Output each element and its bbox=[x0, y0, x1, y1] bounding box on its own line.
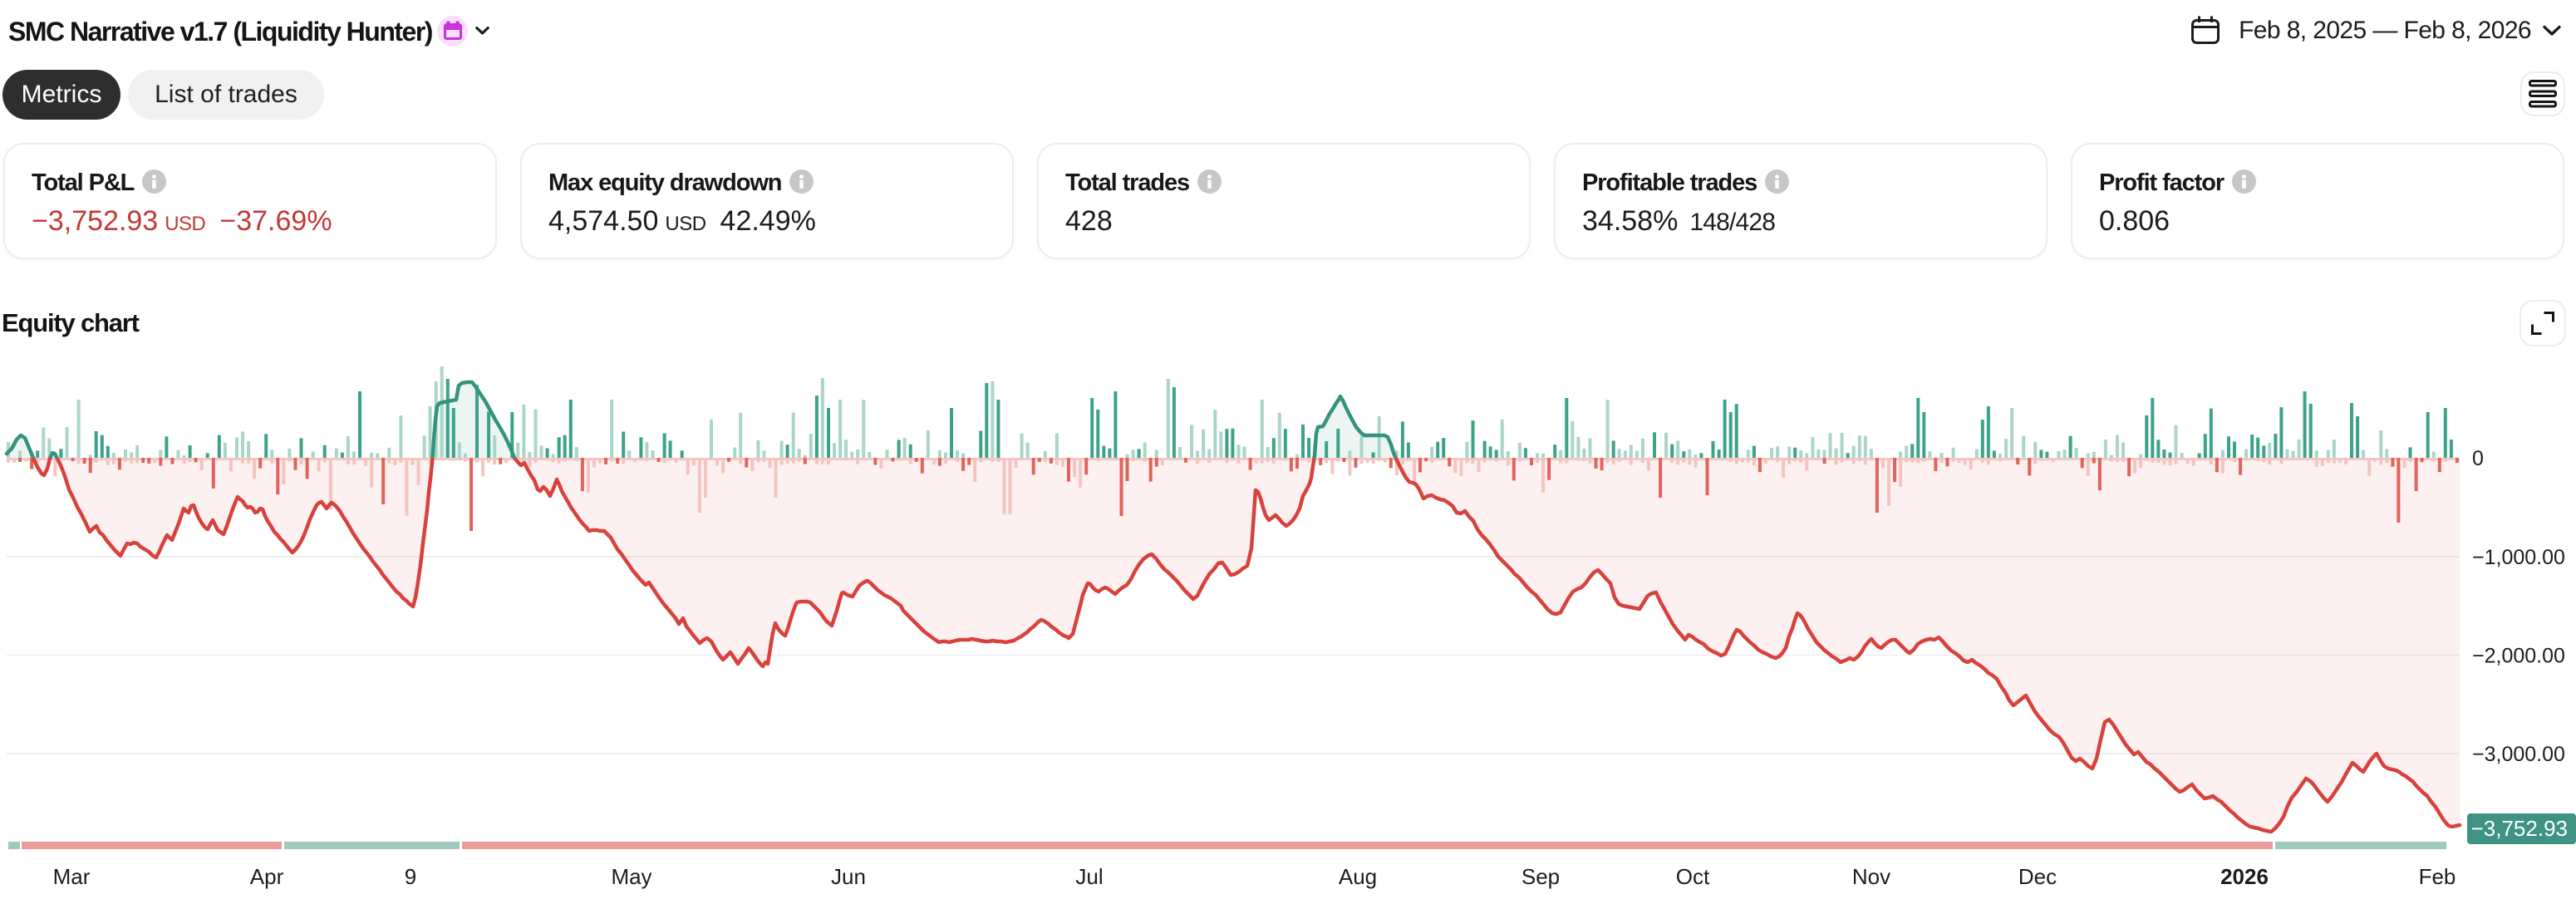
svg-text:−1,000.00: −1,000.00 bbox=[2472, 546, 2565, 569]
svg-text:Nov: Nov bbox=[1852, 864, 1890, 889]
svg-text:Aug: Aug bbox=[1339, 864, 1377, 889]
svg-text:9: 9 bbox=[405, 864, 416, 889]
svg-text:0: 0 bbox=[2472, 447, 2484, 470]
svg-text:Mar: Mar bbox=[53, 864, 91, 889]
svg-text:Oct: Oct bbox=[1676, 864, 1710, 889]
svg-text:May: May bbox=[611, 864, 651, 889]
svg-text:Feb: Feb bbox=[2419, 864, 2456, 889]
svg-text:−3,752.93: −3,752.93 bbox=[2471, 816, 2568, 841]
svg-text:−3,000.00: −3,000.00 bbox=[2472, 743, 2565, 766]
svg-text:Sep: Sep bbox=[1522, 864, 1560, 889]
svg-text:2026: 2026 bbox=[2220, 864, 2269, 889]
svg-text:Apr: Apr bbox=[250, 864, 284, 889]
svg-text:Jun: Jun bbox=[831, 864, 866, 889]
svg-text:Jul: Jul bbox=[1075, 864, 1103, 889]
svg-text:−2,000.00: −2,000.00 bbox=[2472, 645, 2565, 668]
svg-text:Dec: Dec bbox=[2018, 864, 2057, 889]
